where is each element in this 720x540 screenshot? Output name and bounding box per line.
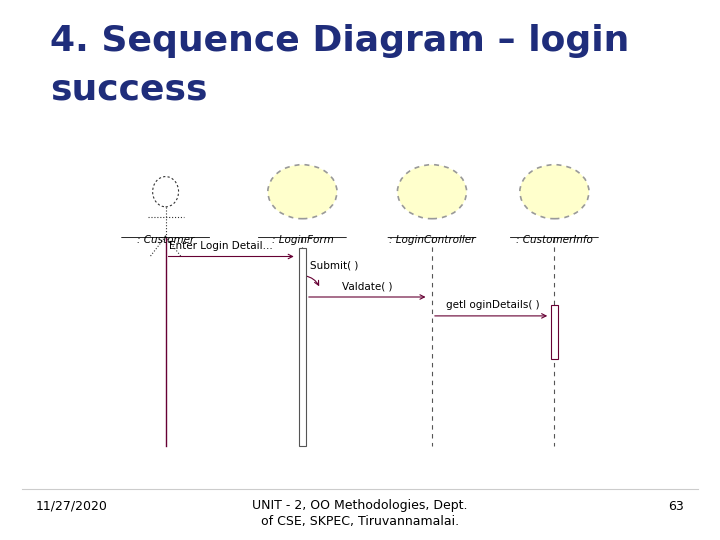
Text: Valdate( ): Valdate( )	[342, 281, 392, 292]
Text: Enter Login Detail...: Enter Login Detail...	[169, 241, 273, 251]
Text: getl oginDetails( ): getl oginDetails( )	[446, 300, 540, 310]
Text: 63: 63	[668, 500, 684, 512]
Ellipse shape	[397, 165, 467, 219]
Bar	[299, 248, 306, 446]
Bar	[551, 305, 558, 359]
Text: 11/27/2020: 11/27/2020	[36, 500, 108, 512]
Text: Submit( ): Submit( )	[310, 260, 358, 270]
Text: success: success	[50, 73, 208, 107]
Text: UNIT - 2, OO Methodologies, Dept.
of CSE, SKPEC, Tiruvannamalai.: UNIT - 2, OO Methodologies, Dept. of CSE…	[252, 500, 468, 528]
Ellipse shape	[520, 165, 589, 219]
Ellipse shape	[268, 165, 337, 219]
Text: : CustomerInfo: : CustomerInfo	[516, 235, 593, 245]
Text: : LoginForm: : LoginForm	[271, 235, 333, 245]
Text: : Customer: : Customer	[137, 235, 194, 245]
Text: : LoginController: : LoginController	[389, 235, 475, 245]
Text: 4. Sequence Diagram – login: 4. Sequence Diagram – login	[50, 24, 630, 58]
